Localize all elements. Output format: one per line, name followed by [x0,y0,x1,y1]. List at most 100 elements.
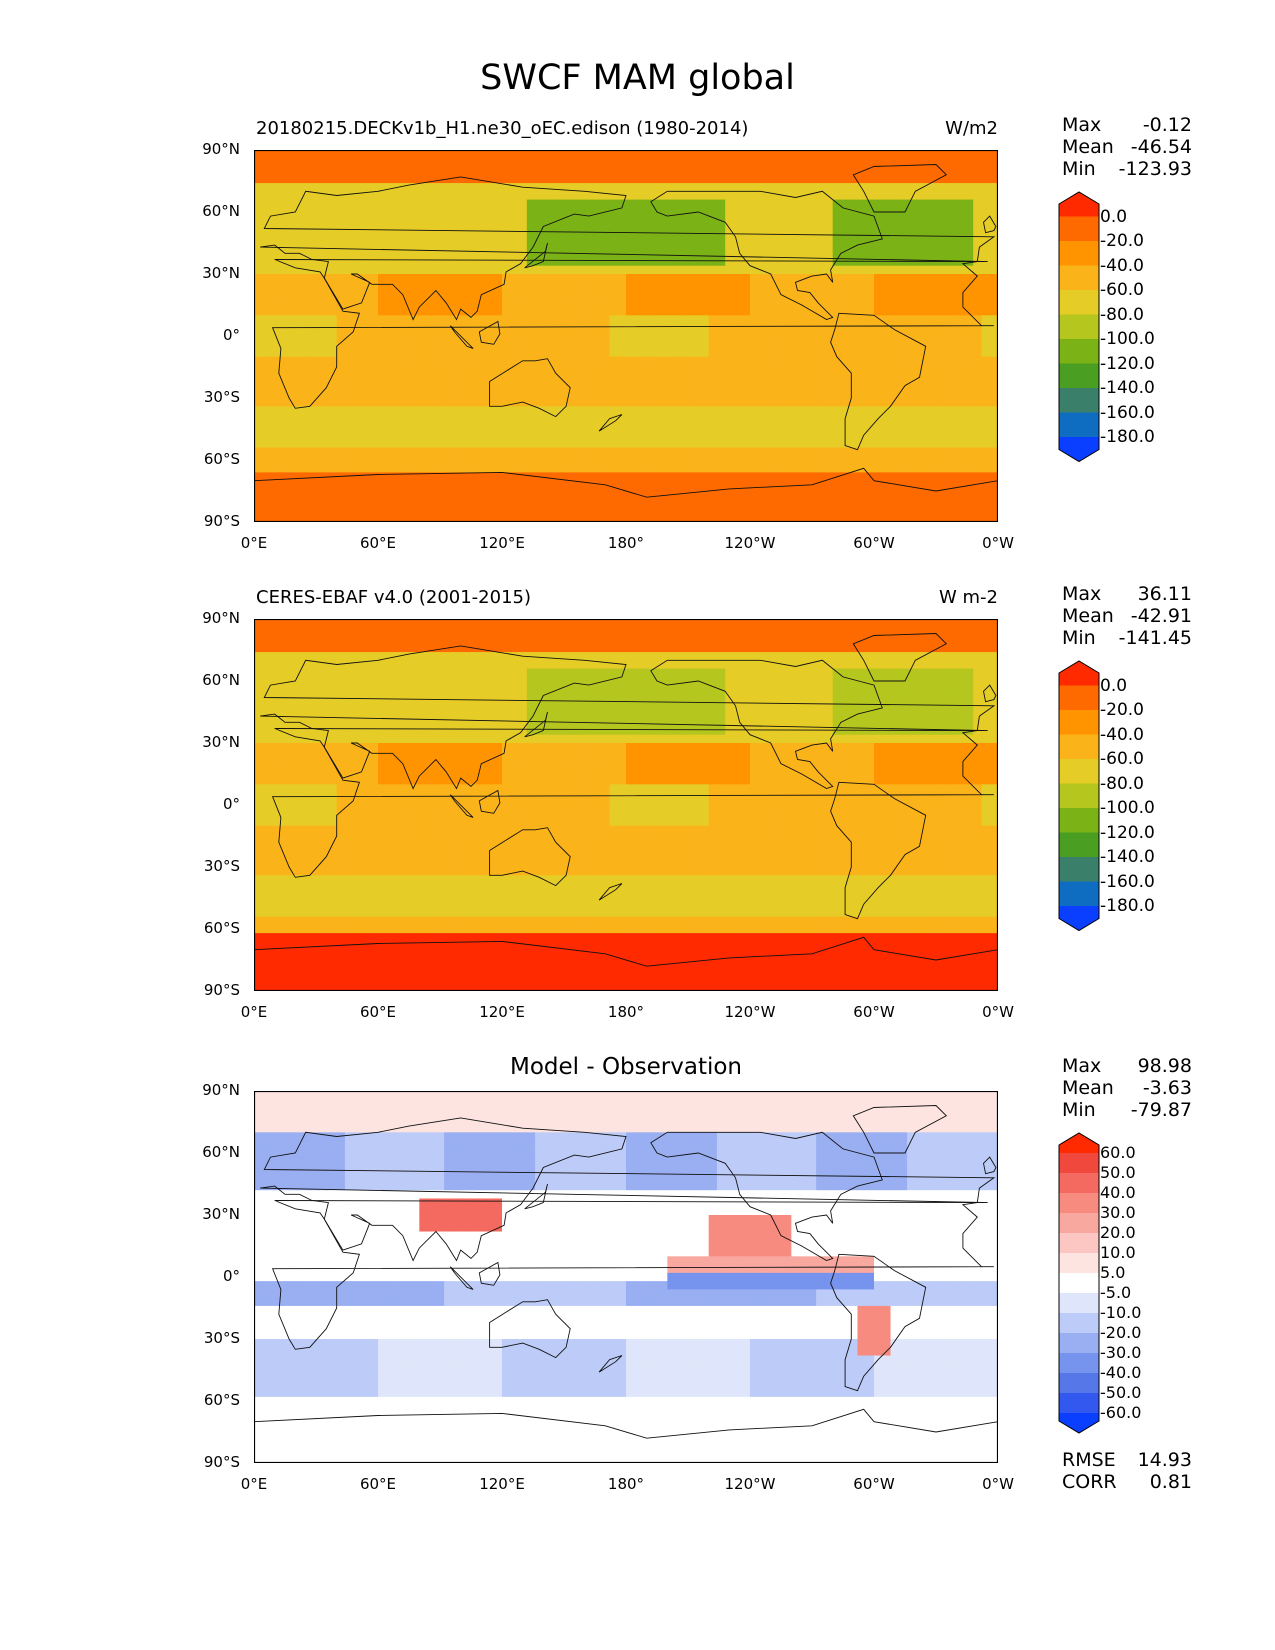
field-cell [526,331,536,341]
field-cell [642,505,652,515]
field-cell [369,290,379,300]
field-cell [931,414,941,424]
field-cell [254,207,263,217]
field-cell [675,224,685,234]
field-cell [485,505,495,515]
field-cell [444,216,453,225]
field-cell [452,627,462,637]
field-cell [576,331,586,341]
field-cell [386,348,396,358]
field-cell [568,505,577,515]
field-cell [750,398,759,407]
field-cell [766,331,776,341]
field-cell [427,619,437,628]
field-cell [592,150,602,159]
field-cell [642,158,652,168]
field-cell [758,207,768,217]
field-cell [857,431,867,440]
field-cell [659,660,668,670]
field-cell [931,406,941,416]
field-cell [584,265,594,275]
field-cell [931,439,941,449]
field-cell [535,447,544,457]
field-cell [956,340,966,349]
field-cell [254,447,263,457]
field-cell [940,323,949,333]
field-cell [262,240,272,250]
field-cell [262,274,272,283]
field-cell [981,685,991,694]
field-cell [568,274,577,283]
field-cell [254,323,263,333]
field-cell [526,240,536,250]
field-cell [849,274,859,283]
field-cell [518,668,528,678]
field-cell [601,183,611,192]
field-cell [485,406,495,416]
field-cell [485,265,495,275]
field-cell [692,373,701,383]
field-cell [444,381,453,391]
field-cell [634,331,644,341]
field-cell [956,422,966,432]
field-cell [601,265,611,275]
field-cell [716,398,726,407]
field-cell [369,232,379,242]
field-cell [973,381,983,391]
field-cell [659,265,668,275]
field-cell [435,693,445,703]
field-cell [386,455,396,465]
field-cell [510,431,520,440]
field-cell [617,191,627,201]
field-cell [444,331,453,341]
field-cell [824,232,834,242]
field-cell [626,635,635,645]
field-cell [807,439,817,449]
field-cell [353,455,363,465]
field-cell [741,505,751,515]
field-cell [840,199,850,209]
field-cell [973,660,983,670]
field-cell [568,693,577,703]
field-cell [626,240,635,250]
field-cell [832,643,842,653]
field-cell [477,150,487,159]
field-cell [402,480,412,490]
field-cell [741,693,751,703]
field-cell [601,240,611,250]
field-cell [378,216,387,225]
field-cell [320,685,329,694]
field-cell [865,447,875,457]
field-cell [940,232,949,242]
field-cell [344,150,354,159]
field-cell [311,643,321,653]
field-cell [708,340,718,349]
field-cell [361,224,371,234]
field-cell [683,174,693,184]
field-cell [865,331,875,341]
field-cell [353,464,363,473]
field-cell [270,265,280,275]
field-cell [559,389,569,399]
field-cell [402,150,412,159]
field-cell [923,464,933,473]
field-cell [865,265,875,275]
field-cell [774,265,784,275]
field-cell [948,480,958,490]
field-cell [609,439,619,449]
field-cell [336,183,346,192]
field-cell [716,315,726,325]
field-cell [923,398,933,407]
field-cell [526,315,536,325]
field-cell [526,693,536,703]
field-cell [278,183,288,192]
field-cell [708,439,718,449]
field-cell [807,497,817,507]
field-cell [700,660,710,670]
field-cell [807,652,817,661]
field-cell [576,307,586,316]
field-cell [816,676,825,686]
field-cell [394,348,404,358]
field-cell [468,298,478,308]
field-cell [402,398,412,407]
